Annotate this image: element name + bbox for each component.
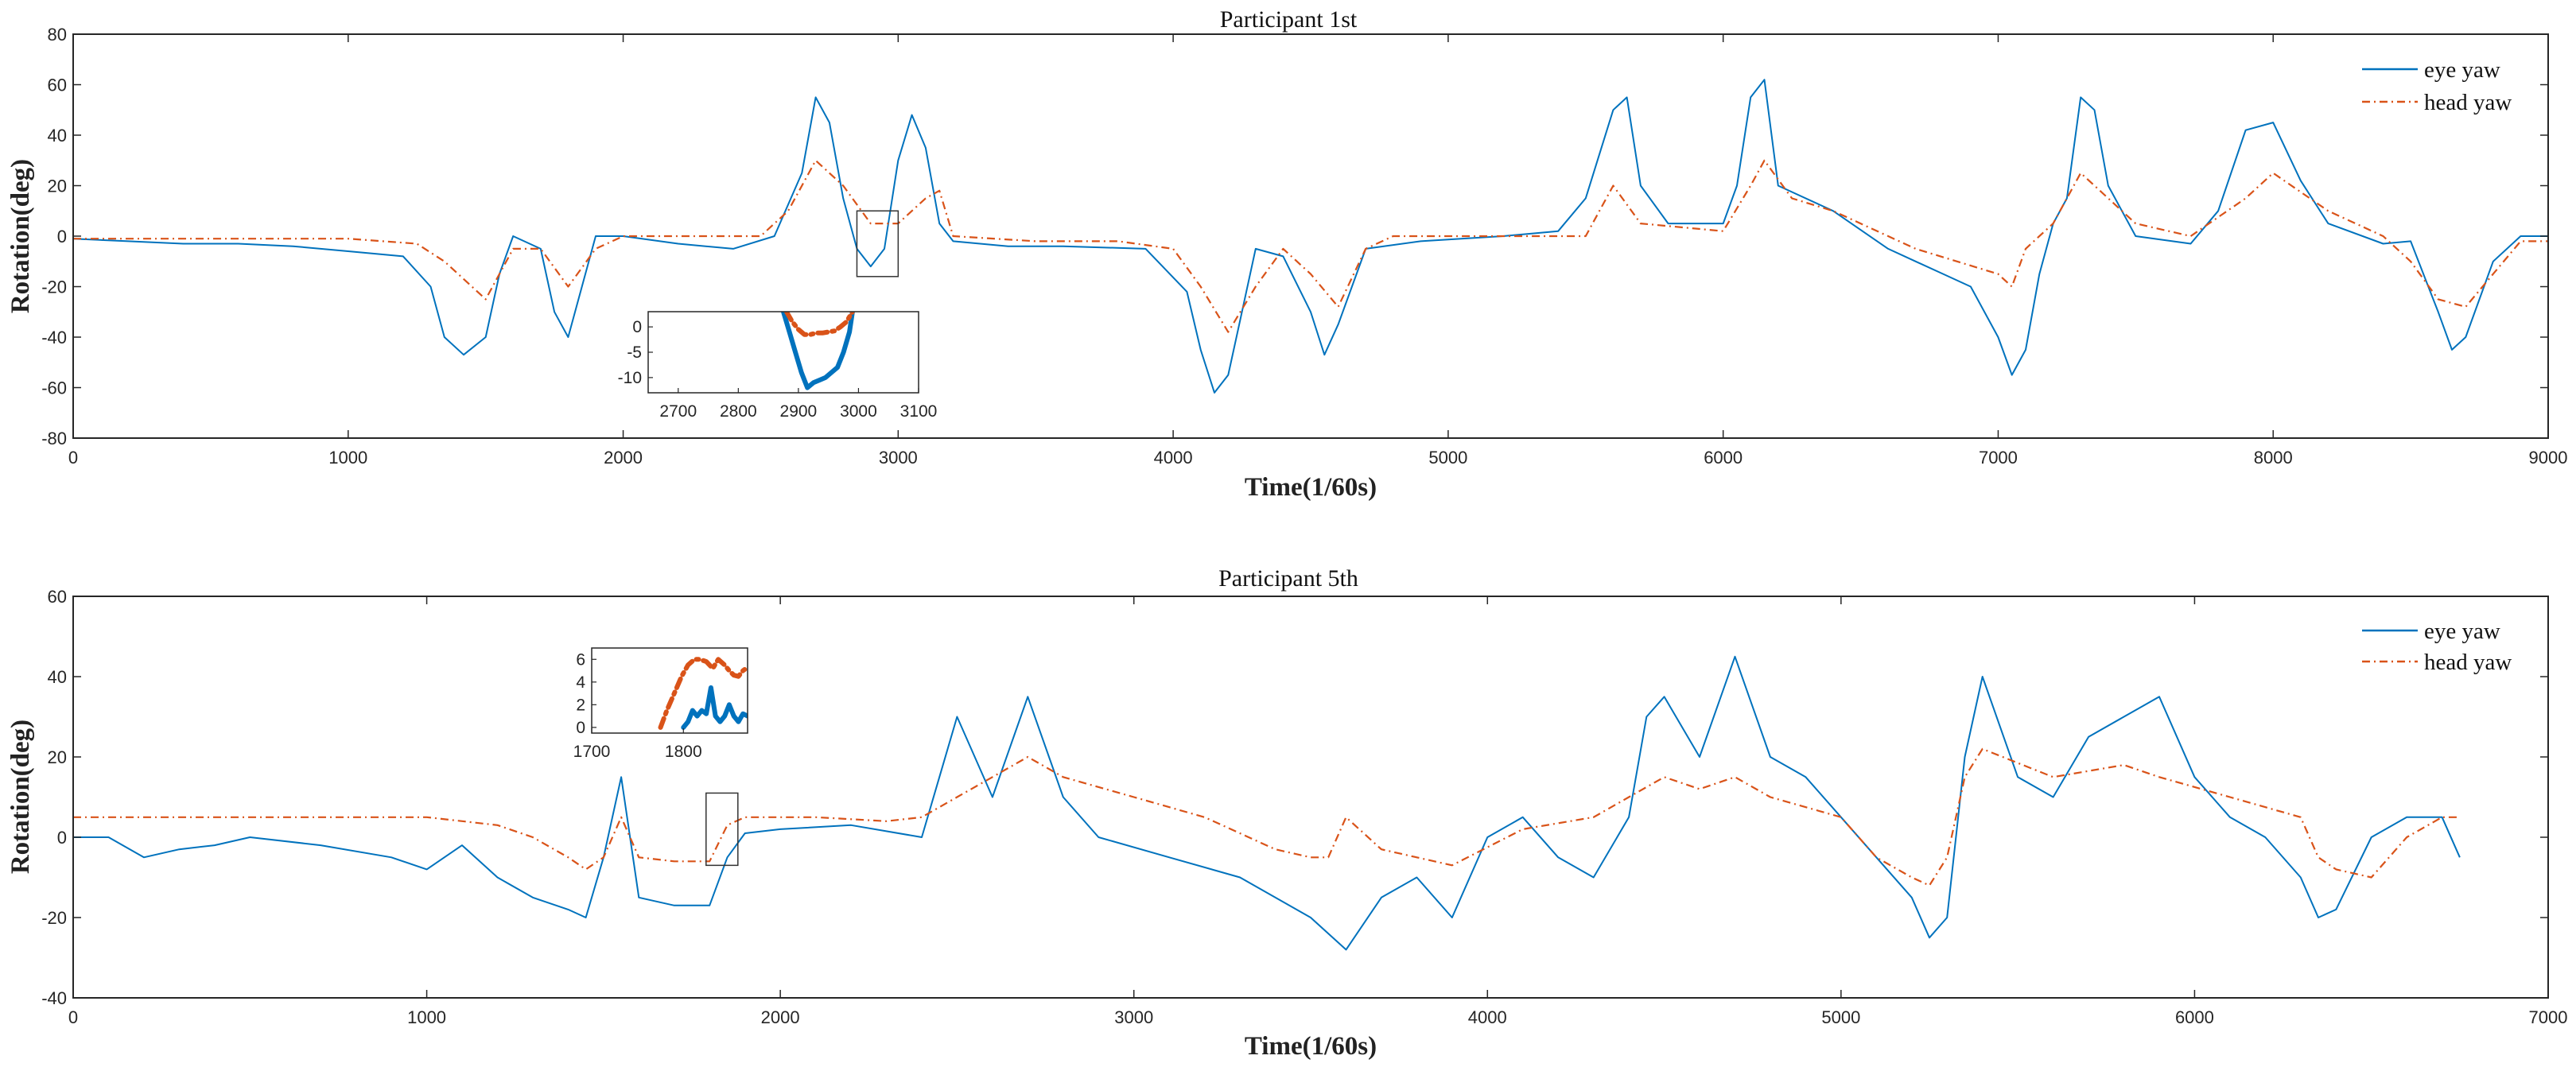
x-tick-label: 7000 bbox=[1979, 448, 2018, 468]
legend-label-eye-yaw-1: eye yaw bbox=[2424, 57, 2500, 83]
x-tick-label: 4000 bbox=[1468, 1007, 1507, 1027]
x-tick-label: 8000 bbox=[2254, 448, 2293, 468]
y-tick-label: -60 bbox=[41, 378, 67, 398]
inset-frame bbox=[591, 647, 748, 734]
inset-series-eye-yaw bbox=[681, 685, 748, 730]
legend-1: eye yaw head yaw bbox=[2362, 57, 2512, 115]
inset-y-tick-label: -10 bbox=[618, 369, 642, 387]
x-tick-label: 2000 bbox=[604, 448, 643, 468]
inset-plot bbox=[781, 312, 855, 390]
y-tick-label: 40 bbox=[48, 126, 67, 146]
y-tick-label: 40 bbox=[48, 667, 67, 687]
x-axis-label-2: Time(1/60s) bbox=[1245, 1032, 1377, 1061]
y-axis-label-2: Rotation(deg) bbox=[6, 720, 35, 874]
y-tick-label: 0 bbox=[57, 828, 67, 848]
y-tick-label: -80 bbox=[41, 429, 67, 448]
y-tick-label: 60 bbox=[48, 587, 67, 607]
x-tick-label: 9000 bbox=[2529, 448, 2568, 468]
panel-participant-5th: Participant 5th 0 1000 2000 3000 4000 5000 600… bbox=[6, 565, 2567, 1061]
x-tick-label: 6000 bbox=[1704, 448, 1743, 468]
inset-x-tick-label: 1800 bbox=[665, 743, 702, 761]
axes-frame-2 bbox=[72, 596, 2549, 999]
x-tick-label: 1000 bbox=[328, 448, 367, 468]
x-tick-label: 1000 bbox=[407, 1007, 446, 1027]
inset-x-tick-label: 3000 bbox=[840, 402, 877, 421]
inset-zoom-2: 1700 1800 0 2 4 6 bbox=[573, 647, 748, 761]
x-tick-label: 7000 bbox=[2529, 1007, 2568, 1027]
inset-plot bbox=[658, 657, 748, 730]
axes-frame-1 bbox=[72, 33, 2549, 439]
inset-y-tick-label: -5 bbox=[627, 343, 642, 362]
series-line-head-yaw-1 bbox=[73, 159, 2548, 333]
x-tick-label: 0 bbox=[68, 448, 78, 468]
x-axis-ticks-1: 0 1000 2000 3000 4000 5000 6000 7000 8000 9000 bbox=[68, 34, 2568, 468]
legend-label-eye-yaw-2: eye yaw bbox=[2424, 619, 2500, 644]
inset-series-head-yaw bbox=[658, 657, 748, 730]
x-tick-label: 3000 bbox=[879, 448, 918, 468]
y-tick-label: 0 bbox=[57, 227, 67, 246]
y-tick-label: 60 bbox=[48, 76, 67, 95]
x-axis-label-1: Time(1/60s) bbox=[1245, 473, 1377, 502]
series-line-head-yaw-2 bbox=[73, 747, 2460, 887]
panel-participant-1st: Participant 1st 0 1000 2000 3000 4000 5000 600… bbox=[6, 6, 2567, 502]
inset-x-tick-label: 2900 bbox=[780, 402, 818, 421]
legend-label-head-yaw-1: head yaw bbox=[2424, 90, 2512, 115]
y-tick-label: -20 bbox=[41, 277, 67, 297]
inset-series-head-yaw bbox=[783, 312, 855, 337]
x-tick-label: 3000 bbox=[1114, 1007, 1153, 1027]
y-tick-label: -20 bbox=[41, 908, 67, 928]
plot-area-1 bbox=[72, 79, 2548, 394]
inset-background bbox=[648, 312, 919, 393]
x-tick-label: 6000 bbox=[2175, 1007, 2214, 1027]
inset-zoom-1: 2700 2800 2900 3000 3100 -10 -5 0 bbox=[618, 311, 938, 421]
x-tick-label: 5000 bbox=[1821, 1007, 1860, 1027]
y-tick-label: -40 bbox=[41, 328, 67, 347]
legend-label-head-yaw-2: head yaw bbox=[2424, 650, 2512, 675]
x-tick-label: 2000 bbox=[761, 1007, 800, 1027]
zoom-region-box bbox=[856, 210, 899, 277]
legend-2: eye yaw head yaw bbox=[2362, 619, 2512, 675]
y-tick-label: -40 bbox=[41, 988, 67, 1008]
series-line-eye-yaw-1 bbox=[72, 79, 2548, 394]
inset-series-eye-yaw bbox=[781, 312, 855, 390]
x-axis-ticks-2: 0 1000 2000 3000 4000 5000 6000 7000 bbox=[68, 596, 2568, 1027]
y-tick-label: 80 bbox=[48, 25, 67, 45]
x-tick-label: 0 bbox=[68, 1007, 78, 1027]
series-line-eye-yaw-2 bbox=[73, 655, 2461, 951]
chart-title-2: Participant 5th bbox=[1218, 565, 1358, 592]
y-axis-ticks-1: -80 -60 -40 -20 0 20 40 60 80 bbox=[41, 25, 2548, 448]
inset-y-tick-label: 6 bbox=[576, 650, 585, 669]
inset-x-tick-label: 3100 bbox=[900, 402, 938, 421]
y-tick-label: 20 bbox=[48, 177, 67, 196]
inset-x-tick-label: 1700 bbox=[573, 743, 611, 761]
y-axis-label-1: Rotation(deg) bbox=[6, 159, 35, 313]
y-tick-label: 20 bbox=[48, 747, 67, 767]
chart-title-1: Participant 1st bbox=[1220, 6, 1358, 33]
plot-area-2 bbox=[73, 655, 2461, 951]
zoom-region-box bbox=[705, 792, 739, 867]
inset-x-tick-label: 2800 bbox=[720, 402, 757, 421]
x-tick-label: 4000 bbox=[1154, 448, 1193, 468]
inset-y-tick-label: 0 bbox=[576, 719, 585, 737]
inset-y-tick-label: 4 bbox=[576, 673, 585, 692]
inset-y-tick-label: 0 bbox=[632, 318, 642, 336]
inset-y-tick-label: 2 bbox=[576, 696, 585, 714]
inset-x-tick-label: 2700 bbox=[659, 402, 697, 421]
x-tick-label: 5000 bbox=[1428, 448, 1467, 468]
